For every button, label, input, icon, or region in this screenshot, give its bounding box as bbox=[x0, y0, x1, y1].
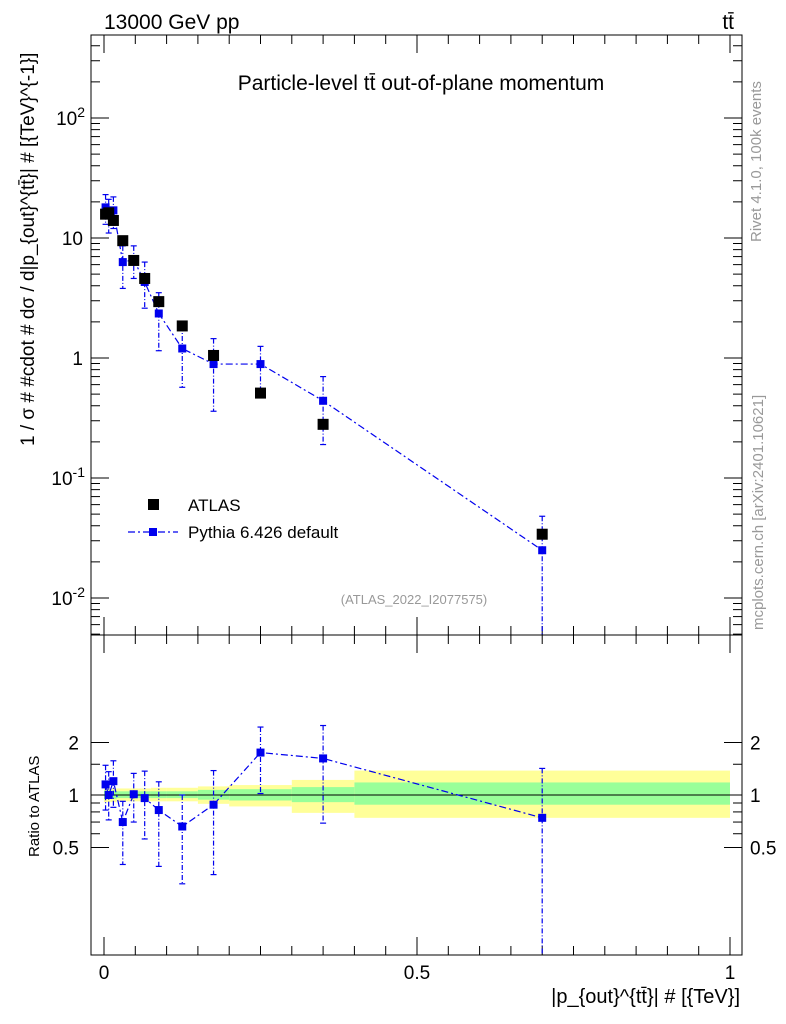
mc-point bbox=[538, 546, 547, 555]
legend-mc-marker bbox=[149, 528, 157, 536]
main-y-tick-label: 102 bbox=[56, 104, 85, 130]
process-label: tt̄ bbox=[722, 11, 734, 34]
legend-mc-label: Pythia 6.426 default bbox=[188, 523, 339, 542]
ratio-point bbox=[256, 748, 265, 757]
main-y-tick-label: 10-2 bbox=[51, 584, 85, 610]
ratio-point bbox=[538, 813, 547, 822]
ratio-point bbox=[178, 822, 187, 831]
ratio-y-tick-label-right: 0.5 bbox=[750, 839, 776, 860]
ratio-y-tick-label: 0.5 bbox=[53, 839, 79, 860]
mc-point bbox=[118, 258, 127, 267]
ratio-ylabel: Ratio to ATLAS bbox=[26, 756, 43, 857]
legend: ATLAS Pythia 6.426 default bbox=[128, 496, 339, 542]
ratio-bands bbox=[91, 770, 742, 818]
band-inner-bin bbox=[354, 782, 730, 805]
atlas-point bbox=[536, 528, 548, 540]
x-tick-label: 0.5 bbox=[404, 963, 430, 984]
legend-atlas-marker bbox=[148, 499, 159, 510]
ratio-point bbox=[319, 754, 328, 763]
atlas-point bbox=[153, 296, 165, 308]
ratio-y-tick-label: 1 bbox=[68, 786, 79, 807]
axis-ticks: 10-2 10-1 1 10 102 0 0.5 1 0.5 0.5 1 1 2 2 bbox=[51, 35, 776, 984]
atlas-point bbox=[176, 320, 188, 332]
atlas-point bbox=[139, 272, 151, 284]
atlas-point bbox=[208, 349, 220, 361]
ratio-y-tick-label-right: 1 bbox=[750, 786, 761, 807]
ratio-series-line bbox=[104, 751, 543, 828]
main-frame bbox=[90, 34, 743, 636]
atlas-point bbox=[128, 254, 140, 266]
energy-label: 13000 GeV pp bbox=[104, 11, 239, 34]
atlas-point bbox=[117, 235, 129, 247]
ratio-y-tick-label: 2 bbox=[68, 733, 79, 754]
mc-point bbox=[256, 360, 265, 369]
x-tick-label: 1 bbox=[725, 963, 736, 984]
ratio-point bbox=[209, 800, 218, 809]
atlas-point bbox=[317, 418, 329, 430]
main-plot-area bbox=[100, 193, 548, 635]
ratio-point bbox=[101, 780, 110, 789]
atlas-point bbox=[103, 207, 115, 219]
mc-series-line bbox=[105, 207, 543, 551]
ratio-point bbox=[118, 818, 127, 827]
rivet-label: Rivet 4.1.0, 100k events bbox=[748, 81, 765, 242]
ratio-y-tick-label-right: 2 bbox=[750, 733, 761, 754]
ratio-point bbox=[140, 794, 149, 803]
ratio-xlabel: |p_{out}^{tt̄}| # [{TeV}] bbox=[551, 986, 740, 1008]
mc-point bbox=[209, 360, 218, 369]
atlas-point bbox=[255, 387, 266, 399]
ratio-point bbox=[104, 791, 113, 799]
analysis-label: (ATLAS_2022_I2077575) bbox=[341, 592, 487, 607]
ratio-point bbox=[109, 777, 118, 786]
mc-point bbox=[154, 309, 163, 318]
x-tick-label: 0 bbox=[99, 963, 110, 984]
ratio-plot-area bbox=[101, 724, 547, 955]
mcplots-label: mcplots.cern.ch [arXiv:2401.10621] bbox=[750, 395, 767, 630]
mc-point bbox=[178, 344, 187, 353]
legend-atlas-label: ATLAS bbox=[188, 496, 241, 515]
main-y-tick-label: 10 bbox=[62, 229, 83, 250]
ratio-point bbox=[154, 806, 163, 815]
main-y-tick-label: 10-1 bbox=[51, 464, 85, 490]
main-y-tick-label: 1 bbox=[72, 349, 83, 370]
ratio-point bbox=[129, 790, 138, 799]
mc-point bbox=[319, 396, 328, 405]
main-title: Particle-level tt̄ out-of-plane momentum bbox=[238, 72, 605, 95]
atlas-point bbox=[107, 214, 119, 226]
main-ylabel: 1 / σ # #cdot # dσ / d|p_{out}^{tt̄}| # … bbox=[18, 53, 39, 446]
